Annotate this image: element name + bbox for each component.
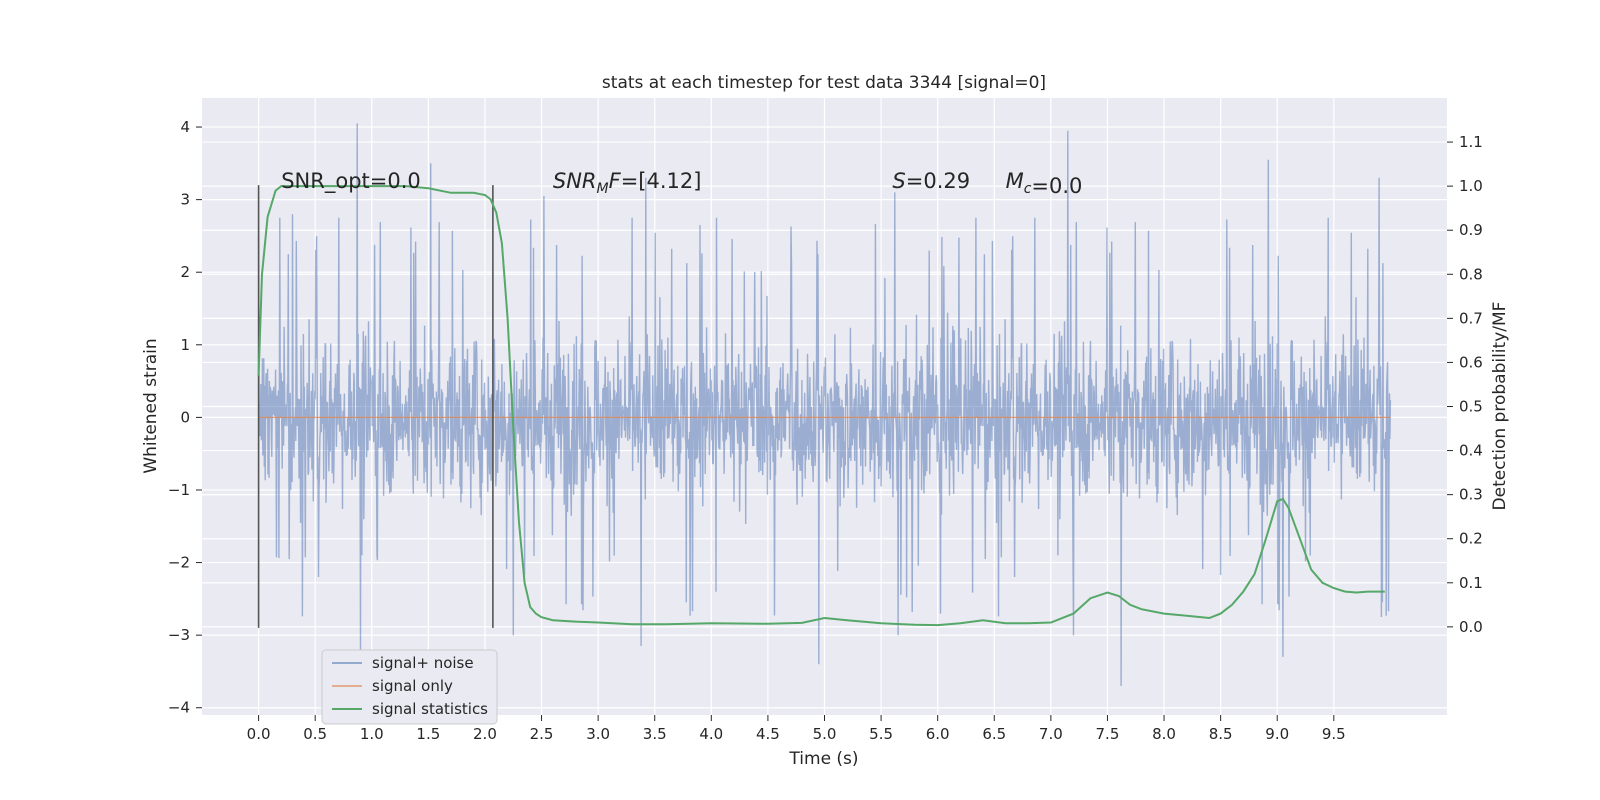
y2-tick-label-11: 1.1 [1459, 133, 1483, 151]
y2-tick-label-4: 0.4 [1459, 442, 1483, 460]
signal-statistics-series [257, 185, 1385, 627]
y2-tick-label-0: 0.0 [1459, 618, 1483, 636]
signal-plus-noise-series [257, 123, 1392, 687]
right-axis-ticks: 0.0 0.1 0.2 0.3 0.4 0.5 0.6 0.7 0.8 0.9 1.0 1.1 [1447, 133, 1483, 636]
annotations: SNR_opt=0.0 SNRMF=[4.12] S=0.29 Mc=0.0 [281, 169, 1082, 198]
x-tick-label-13: 6.5 [982, 725, 1006, 743]
chart-title: stats at each timestep for test data 334… [602, 73, 1046, 93]
y2-tick-label-3: 0.3 [1459, 486, 1483, 504]
vertical-markers [257, 185, 494, 628]
x-tick-label-11: 5.5 [869, 725, 893, 743]
y-tick-label-1: −3 [168, 626, 190, 644]
y-tick-label-7: 3 [180, 191, 190, 209]
y-tick-label-5: 1 [180, 336, 190, 354]
y2-tick-label-8: 0.8 [1459, 265, 1483, 283]
x-tick-label-19: 9.5 [1322, 725, 1346, 743]
legend-label-noise: signal+ noise [372, 654, 474, 672]
x-axis-ticks: 0.0 0.5 1.0 1.5 2.0 2.5 3.0 3.5 4.0 4.5 5.0 5.5 6.0 6… [247, 715, 1346, 743]
y-tick-label-3: −1 [168, 481, 190, 499]
y2-tick-label-2: 0.2 [1459, 530, 1483, 548]
x-tick-label-17: 8.5 [1209, 725, 1233, 743]
noise-trace [257, 123, 1392, 687]
annotation-3: Mc=0.0 [1006, 169, 1083, 198]
y2-tick-label-7: 0.7 [1459, 309, 1483, 327]
x-tick-label-1: 0.5 [303, 725, 327, 743]
y2-tick-label-1: 0.1 [1459, 574, 1483, 592]
y-axis-label: Whitened strain [141, 338, 161, 473]
y-tick-label-2: −2 [168, 554, 190, 572]
y-tick-label-8: 4 [180, 118, 190, 136]
x-tick-label-15: 7.5 [1096, 725, 1120, 743]
x-tick-label-4: 2.0 [473, 725, 497, 743]
y-axis-ticks: −4 −3 −2 −1 0 1 2 3 4 [168, 118, 202, 717]
y2-tick-label-10: 1.0 [1459, 177, 1483, 195]
x-tick-label-0: 0.0 [247, 725, 271, 743]
y-tick-label-6: 2 [180, 263, 190, 281]
y-tick-label-0: −4 [168, 699, 190, 717]
x-tick-label-18: 9.0 [1265, 725, 1289, 743]
x-tick-label-5: 2.5 [530, 725, 554, 743]
right-axis-label: Detection probability/MF [1490, 302, 1510, 511]
annotation-0: SNR_opt=0.0 [281, 169, 421, 194]
x-tick-label-9: 4.5 [756, 725, 780, 743]
legend: signal+ noise signal only signal statist… [321, 649, 498, 725]
x-tick-label-6: 3.0 [586, 725, 610, 743]
y2-tick-label-5: 0.5 [1459, 398, 1483, 416]
legend-label-signal-only: signal only [372, 677, 453, 695]
x-tick-label-8: 4.0 [699, 725, 723, 743]
annotation-2: S=0.29 [892, 169, 970, 193]
statistics-line [257, 185, 1385, 627]
x-tick-label-3: 1.5 [416, 725, 440, 743]
x-tick-label-10: 5.0 [813, 725, 837, 743]
annotation-1: SNRMF=[4.12] [553, 169, 702, 197]
legend-box [321, 649, 498, 725]
y-tick-label-4: 0 [180, 408, 190, 426]
x-tick-label-2: 1.0 [360, 725, 384, 743]
y2-tick-label-9: 0.9 [1459, 221, 1483, 239]
x-axis-label: Time (s) [788, 749, 858, 769]
x-tick-label-7: 3.5 [643, 725, 667, 743]
x-tick-label-16: 8.0 [1152, 725, 1176, 743]
y2-tick-label-6: 0.6 [1459, 353, 1483, 371]
legend-label-statistics: signal statistics [372, 700, 488, 718]
x-tick-label-12: 6.0 [926, 725, 950, 743]
x-tick-label-14: 7.0 [1039, 725, 1063, 743]
